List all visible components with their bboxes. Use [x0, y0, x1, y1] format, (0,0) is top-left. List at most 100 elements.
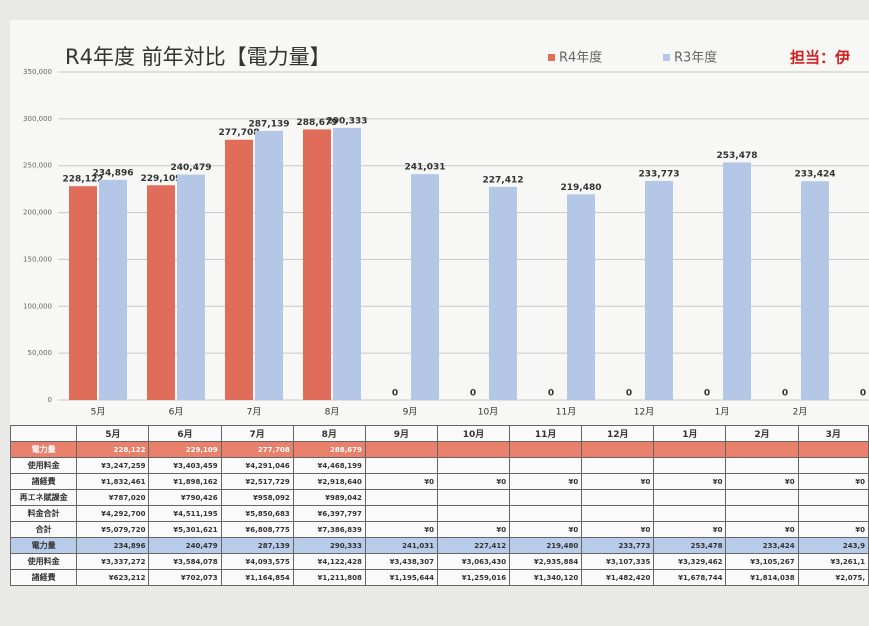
table-cell: ¥989,042 — [293, 490, 365, 506]
bar — [489, 187, 517, 400]
table-cell: ¥5,079,720 — [77, 522, 149, 538]
y-tick-label: 350,000 — [23, 68, 52, 76]
table-cell: ¥1,340,120 — [510, 570, 582, 586]
y-tick-label: 100,000 — [23, 302, 52, 310]
table-row: 諸経費¥1,832,461¥1,898,162¥2,517,729¥2,918,… — [11, 474, 869, 490]
table-row: 使用料金¥3,247,259¥3,403,459¥4,291,046¥4,468… — [11, 458, 869, 474]
table-cell — [726, 458, 798, 474]
table-cell: ¥790,426 — [149, 490, 221, 506]
table-cell: ¥0 — [798, 474, 868, 490]
table-cell: ¥2,075, — [798, 570, 868, 586]
table-cell — [510, 506, 582, 522]
table-cell: 233,424 — [726, 538, 798, 554]
table-cell: 諸経費 — [11, 570, 77, 586]
table-cell — [437, 458, 509, 474]
table-cell — [798, 458, 868, 474]
table-cell: 電力量 — [11, 538, 77, 554]
x-tick-label: 2月 — [793, 407, 808, 418]
value-label: 277,708 — [219, 128, 260, 138]
table-cell: 電力量 — [11, 442, 77, 458]
table-cell: 290,333 — [293, 538, 365, 554]
bar — [147, 185, 175, 400]
table-cell — [654, 458, 726, 474]
y-tick-label: 250,000 — [23, 162, 52, 170]
table-cell: 229,109 — [149, 442, 221, 458]
value-label: 219,480 — [561, 183, 602, 193]
table-cell: ¥0 — [582, 474, 654, 490]
x-tick-label: 8月 — [325, 407, 340, 418]
table-cell: ¥0 — [437, 522, 509, 538]
table-cell: ¥3,107,335 — [582, 554, 654, 570]
table-cell: ¥1,814,038 — [726, 570, 798, 586]
table-cell — [437, 442, 509, 458]
bar — [225, 140, 253, 400]
bar — [333, 128, 361, 400]
bar — [567, 194, 595, 400]
value-label: 227,412 — [483, 175, 524, 185]
bar — [99, 180, 127, 400]
chart: R4年度 前年対比【電力量】 担当：伊 050,000100,000150,00… — [0, 0, 869, 425]
table-row: 電力量234,896240,479287,139290,333241,03122… — [11, 538, 869, 554]
value-label: 253,478 — [717, 151, 758, 161]
table-row: 電力量228,122229,109277,708288,679 — [11, 442, 869, 458]
table-cell: ¥623,212 — [77, 570, 149, 586]
table-cell: 288,679 — [293, 442, 365, 458]
table-cell — [437, 506, 509, 522]
table-cell: ¥2,517,729 — [221, 474, 293, 490]
table-cell: ¥0 — [365, 474, 437, 490]
table-cell: 2月 — [726, 426, 798, 442]
bar — [801, 181, 829, 400]
x-tick-label: 12月 — [634, 407, 654, 418]
table-cell: ¥0 — [654, 522, 726, 538]
table-cell — [654, 490, 726, 506]
bar — [723, 162, 751, 400]
value-label: 0 — [704, 389, 710, 399]
table-cell: 241,031 — [365, 538, 437, 554]
bar — [69, 186, 97, 400]
value-label: 233,773 — [639, 169, 680, 179]
table-cell — [798, 490, 868, 506]
table-cell — [726, 506, 798, 522]
bar — [645, 181, 673, 400]
table-row: 料金合計¥4,292,700¥4,511,195¥5,850,683¥6,397… — [11, 506, 869, 522]
value-label: 0 — [626, 389, 632, 399]
table-cell: 277,708 — [221, 442, 293, 458]
legend-label: R3年度 — [674, 50, 717, 66]
table-cell: ¥4,468,199 — [293, 458, 365, 474]
table-cell: 5月 — [77, 426, 149, 442]
table-cell: 287,139 — [221, 538, 293, 554]
table-cell: ¥0 — [798, 522, 868, 538]
y-tick-label: 200,000 — [23, 209, 52, 217]
table-cell — [798, 506, 868, 522]
table-cell: 243,9 — [798, 538, 868, 554]
table-cell: 12月 — [582, 426, 654, 442]
bar — [255, 131, 283, 400]
x-tick-label: 5月 — [91, 407, 106, 418]
table-cell — [510, 442, 582, 458]
value-label: 0 — [782, 389, 788, 399]
table-cell: ¥5,301,621 — [149, 522, 221, 538]
table-cell — [11, 426, 77, 442]
table-cell — [365, 506, 437, 522]
chart-title: R4年度 前年対比【電力量】 — [65, 45, 331, 69]
table-row: 再エネ賦課金¥787,020¥790,426¥958,092¥989,042 — [11, 490, 869, 506]
table-cell: 233,773 — [582, 538, 654, 554]
table-cell — [582, 442, 654, 458]
x-tick-label: 6月 — [169, 407, 184, 418]
table-cell — [654, 442, 726, 458]
table-cell: 227,412 — [437, 538, 509, 554]
table-cell: 3月 — [798, 426, 868, 442]
value-label: 0 — [548, 389, 554, 399]
value-label: 229,109 — [141, 174, 182, 184]
table-cell — [365, 442, 437, 458]
table-cell: 11月 — [510, 426, 582, 442]
table-cell — [654, 506, 726, 522]
table-row: 諸経費¥623,212¥702,073¥1,164,854¥1,211,808¥… — [11, 570, 869, 586]
table-cell: 8月 — [293, 426, 365, 442]
table-cell: ¥2,918,640 — [293, 474, 365, 490]
table-cell: ¥0 — [726, 474, 798, 490]
table-cell: ¥3,063,430 — [437, 554, 509, 570]
x-tick-label: 10月 — [478, 407, 498, 418]
table-row: 使用料金¥3,337,272¥3,584,078¥4,093,575¥4,122… — [11, 554, 869, 570]
table-cell: ¥6,808,775 — [221, 522, 293, 538]
